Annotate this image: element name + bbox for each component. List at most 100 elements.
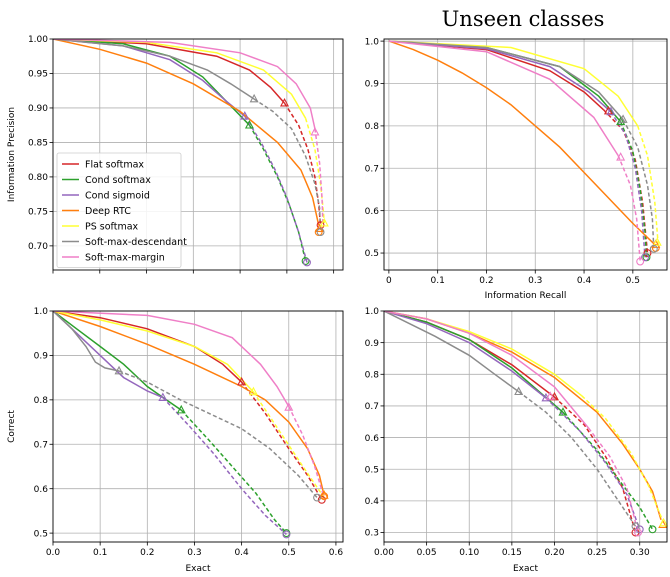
y-tick-label: 0.85 (28, 139, 48, 149)
y-tick-label: 0.5 (365, 465, 379, 475)
y-tick-label: 0.4 (365, 497, 380, 507)
x-tick-label: 0.00 (374, 548, 394, 558)
series-line-flat-softmax (53, 311, 243, 383)
marker-triangle (558, 407, 568, 416)
series-dashed-soft-max-margin (314, 128, 324, 224)
y-tick-label: 1.0 (365, 307, 380, 317)
chart-panel-bottom-right: 0.3 0.4 0.5 0.6 0.7 0.8 0.9 1.0 0.00 0.05 0.10 0.15… (365, 307, 669, 574)
axes-frame (52, 310, 344, 543)
marker-circle (313, 493, 322, 502)
marker-triangle (616, 116, 626, 126)
y-tick-label: 0.7 (365, 164, 379, 174)
series-dashed-cond-softmax (180, 409, 287, 534)
y-tick-label: 0.5 (34, 529, 48, 539)
marker-triangle (545, 391, 555, 400)
series-line-soft-max-margin (53, 39, 316, 129)
figure-title: Unseen classes (442, 7, 605, 31)
marker-triangle (176, 404, 186, 414)
marker-circle (282, 530, 291, 539)
series-dashed-soft-max-margin (587, 427, 639, 533)
marker-circle (301, 257, 310, 265)
axes-frame (52, 38, 344, 271)
x-tick-label: 0.25 (587, 548, 607, 558)
legend-label: Soft-max-descendant (85, 237, 187, 248)
series-dashed-ps-softmax (252, 391, 325, 499)
series-dashed-cond-sigmoid (244, 115, 308, 263)
marker-triangle (603, 105, 613, 115)
y-tick-label: 0.6 (34, 485, 49, 495)
marker-triangle (310, 126, 320, 136)
x-tick-label: 0.6 (329, 548, 344, 558)
y-tick-label: 0.9 (34, 352, 49, 362)
series-group (388, 40, 659, 262)
y-tick-label: 0.8 (34, 396, 49, 406)
y-tick-label: 0.9 (365, 339, 380, 349)
x-tick-label: 0.4 (577, 276, 592, 286)
series-dashed-cond-sigmoid (545, 397, 641, 530)
marker-triangle (240, 111, 250, 120)
panels: 0.700.750.800.850.900.951.00Information … (7, 35, 669, 574)
series-dashed-soft-max-descendant (253, 98, 322, 233)
y-tick-label: 0.8 (365, 122, 380, 132)
series-line-soft-max-margin (384, 311, 590, 429)
series-line-cond-sigmoid (384, 311, 547, 399)
marker-circle (649, 244, 658, 253)
marker-triangle (606, 106, 616, 116)
x-tick-label: 0.20 (544, 548, 564, 558)
legend-label: Cond softmax (85, 175, 151, 186)
series-group (384, 311, 665, 533)
legend-label: PS softmax (85, 221, 139, 232)
x-tick-label: 0.30 (630, 548, 650, 558)
series-dashed-cond-softmax (248, 124, 307, 262)
x-tick-label: 0.1 (431, 276, 445, 286)
axes-frame (383, 38, 668, 271)
marker-triangle (319, 490, 329, 499)
x-tick-label: 0.4 (234, 548, 249, 558)
x-tick-label: 0.3 (187, 548, 201, 558)
marker-circle (303, 258, 311, 267)
x-tick-label: 0.10 (459, 548, 479, 558)
y-tick-label: 0.95 (28, 70, 48, 80)
legend: Flat softmax Cond softmax Cond sigmoid Deep… (56, 152, 187, 268)
x-tick-label: 0.0 (46, 548, 61, 558)
y-tick-label: 0.5 (365, 249, 379, 259)
y-tick-label: 0.80 (28, 173, 48, 183)
chart-panel-top-right: 0.5 0.6 0.7 0.8 0.9 1.0 0 0.1 0.2 0.3 0.4 0.5 Inform… (365, 37, 668, 301)
y-axis-label: Correct (7, 410, 17, 443)
marker-triangle (284, 402, 294, 411)
series-dashed-soft-max-margin (288, 406, 325, 498)
series-line-soft-max-descendant (53, 311, 120, 372)
series-line-deep-rtc (53, 39, 320, 226)
series-line-cond-softmax (384, 311, 564, 413)
y-tick-label: 0.8 (365, 370, 380, 380)
series-dashed-flat-softmax (241, 381, 323, 501)
series-dashed-flat-softmax (553, 396, 637, 533)
x-tick-label: 0.2 (140, 548, 154, 558)
marker-circle (641, 253, 649, 262)
marker-triangle (616, 152, 626, 161)
x-tick-label: 0.15 (502, 548, 522, 558)
x-tick-label: 0.2 (479, 276, 493, 286)
series-line-deep-rtc (53, 311, 325, 496)
series-line-soft-max-margin (388, 40, 619, 157)
chart-panel-top-left: 0.70 0.75 0.80 0.85 0.90 0.95 1.00 Information … (7, 35, 344, 274)
series-dashed-soft-max-descendant (118, 370, 318, 499)
series-dashed-cond-softmax (562, 411, 654, 530)
series-dashed-ps-softmax (581, 395, 665, 524)
series-line-ps-softmax (384, 311, 583, 397)
x-axis-label: Exact (513, 564, 538, 574)
marker-circle (634, 528, 642, 537)
series-line-soft-max-descendant (53, 39, 255, 100)
series-dashed-soft-max-margin (617, 155, 641, 262)
x-tick-label: 0 (386, 276, 392, 286)
y-tick-label: 1.0 (365, 37, 380, 47)
series-line-soft-max-descendant (384, 311, 520, 393)
x-tick-label: 0.5 (626, 276, 640, 286)
marker-triangle (248, 386, 258, 396)
x-tick-label: 0.05 (417, 548, 437, 558)
series-line-soft-max-margin (53, 311, 290, 407)
series-group (53, 39, 326, 263)
legend-label: Flat softmax (85, 159, 144, 170)
marker-circle (316, 228, 325, 237)
